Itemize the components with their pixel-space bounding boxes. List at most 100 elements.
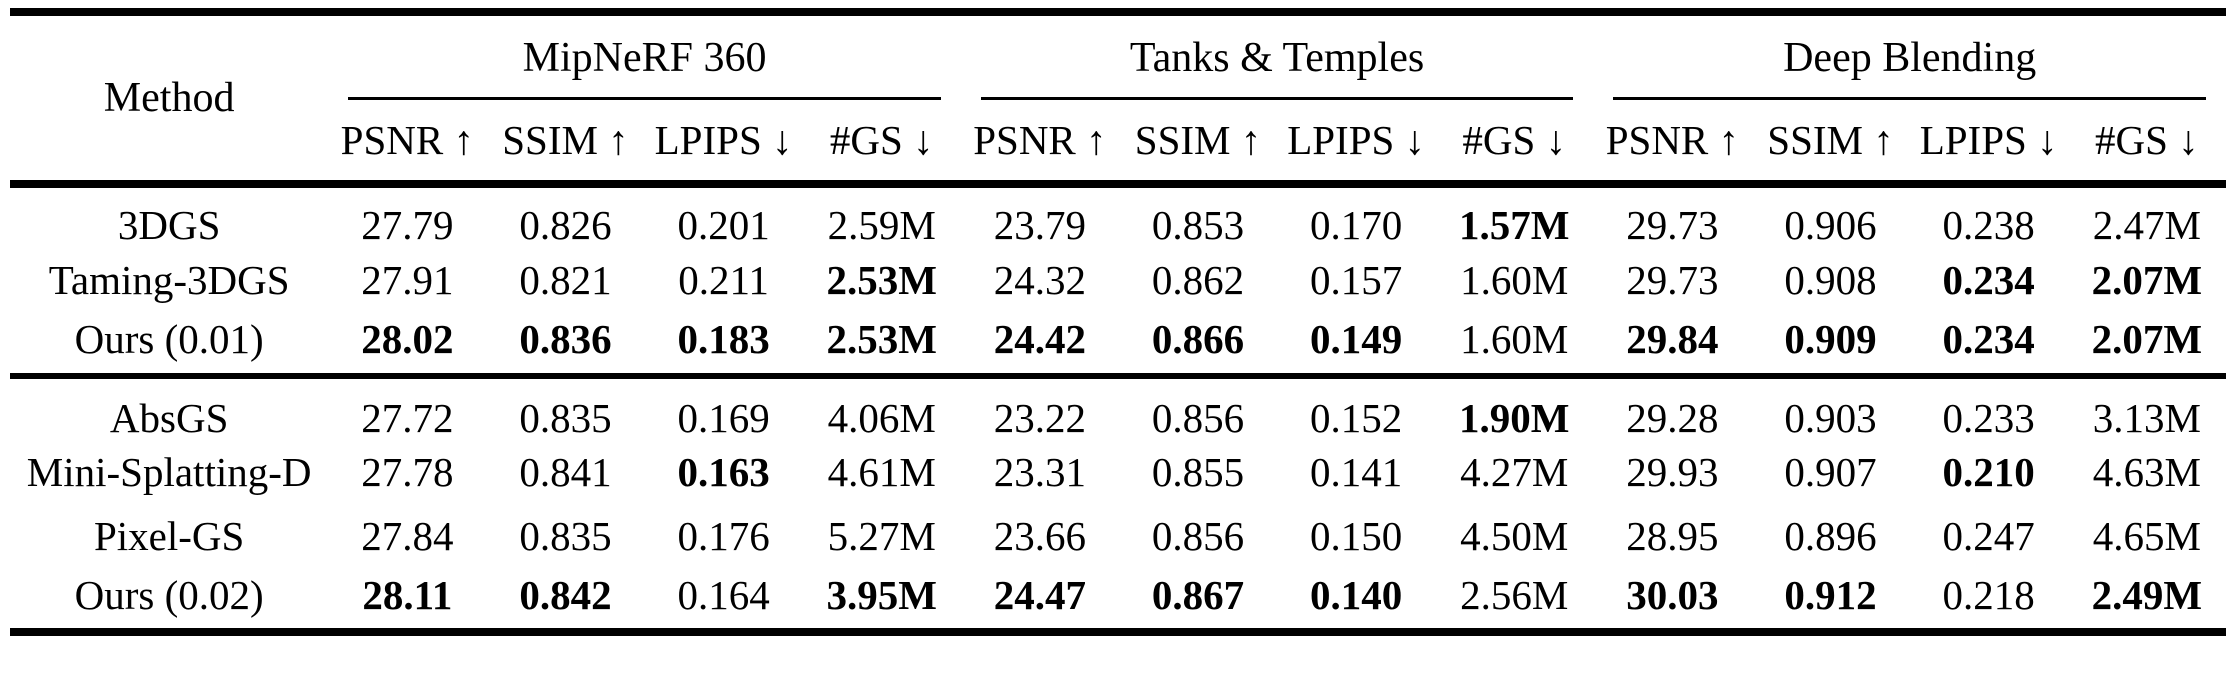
table-row: Pixel-GS 27.84 0.835 0.176 5.27M 23.66 0.856 0.…	[10, 504, 2226, 568]
method-cell: Ours (0.02)	[74, 571, 264, 618]
metric-cell: 27.91	[361, 256, 454, 303]
metric-cell: 23.22	[993, 395, 1086, 441]
metric-cell: 2.59M	[827, 201, 936, 248]
metric-cell: 2.07M	[2091, 316, 2203, 362]
method-cell: Mini-Splatting-D	[26, 448, 312, 495]
metric-cell: 0.150	[1310, 512, 1403, 559]
metric-cell: 2.53M	[826, 316, 937, 362]
metric-cell: 27.78	[361, 448, 454, 495]
metric-cell: 29.93	[1626, 448, 1719, 495]
metric-cell: 27.84	[361, 512, 454, 559]
metric-cell: 24.42	[993, 316, 1086, 362]
metric-cell: 4.27M	[1460, 448, 1569, 495]
metric-cell: 29.73	[1626, 201, 1719, 248]
metric-cell: 0.862	[1151, 256, 1245, 303]
table-row: Ours (0.01) 28.02 0.836 0.183 2.53M 24.42 0.86…	[10, 312, 2226, 376]
group-header-mipnerf-360: MipNeRF 360	[328, 12, 961, 100]
metric-header: #GS ↓	[2067, 100, 2226, 188]
metric-cell: 0.866	[1151, 316, 1245, 362]
metric-cell: 0.912	[1784, 571, 1877, 618]
metric-cell: 4.63M	[2092, 448, 2201, 495]
metric-header: #GS ↓	[802, 100, 961, 188]
metric-cell: 2.53M	[826, 256, 937, 303]
metric-header: LPIPS ↓	[1909, 100, 2068, 188]
metric-cell: 4.06M	[827, 395, 936, 441]
metric-cell: 0.856	[1151, 512, 1245, 559]
metric-cell: 4.61M	[827, 448, 936, 495]
metric-cell: 0.836	[519, 316, 612, 362]
metric-cell: 0.821	[519, 256, 612, 303]
method-cell: Ours (0.01)	[74, 316, 264, 362]
metric-cell: 2.47M	[2092, 201, 2201, 248]
metric-cell: 4.65M	[2092, 512, 2201, 559]
method-cell: Pixel-GS	[93, 512, 245, 559]
metric-cell: 23.31	[993, 448, 1086, 495]
metric-cell: 0.238	[1942, 201, 2035, 248]
metric-cell: 0.826	[519, 201, 612, 248]
metric-cell: 0.842	[519, 571, 612, 618]
metric-header: PSNR ↑	[960, 100, 1119, 188]
metric-cell: 0.856	[1151, 395, 1245, 441]
metric-cell: 1.57M	[1459, 201, 1570, 248]
metric-cell: 24.32	[993, 256, 1086, 303]
metric-cell: 0.149	[1310, 316, 1403, 362]
metric-cell: 0.201	[677, 201, 770, 248]
metric-cell: 23.79	[993, 201, 1086, 248]
metric-header-row: PSNR ↑ SSIM ↑ LPIPS ↓ #GS ↓ PSNR ↑ SSIM ↑ LPIP…	[10, 100, 2226, 188]
table-row: Taming-3DGS 27.91 0.821 0.211 2.53M 24.32 0.86…	[10, 248, 2226, 312]
metric-header: LPIPS ↓	[644, 100, 803, 188]
metric-header: SSIM ↑	[486, 100, 645, 188]
metric-cell: 2.49M	[2091, 571, 2203, 618]
metric-cell: 2.07M	[2091, 256, 2203, 303]
metric-cell: 0.183	[677, 316, 770, 362]
metric-cell: 27.72	[361, 395, 454, 441]
metric-cell: 0.908	[1784, 256, 1877, 303]
metric-header: SSIM ↑	[1751, 100, 1910, 188]
method-column-header: Method	[10, 12, 329, 188]
metric-cell: 30.03	[1626, 571, 1719, 618]
metric-cell: 0.835	[519, 512, 612, 559]
metric-cell: 27.79	[361, 201, 454, 248]
group-header-tanks-and-temples: Tanks & Temples	[961, 12, 1594, 100]
group-header-deep-blending: Deep Blending	[1593, 12, 2226, 100]
metric-header: SSIM ↑	[1118, 100, 1278, 188]
metric-cell: 1.90M	[1459, 395, 1570, 441]
metric-cell: 3.13M	[2092, 395, 2201, 441]
metric-cell: 0.234	[1942, 256, 2035, 303]
table-section-top: 3DGS 27.79 0.826 0.201 2.59M 23.79 0.853 0.170 1…	[10, 184, 2226, 376]
table-row: Mini-Splatting-D 27.78 0.841 0.163 4.61M 23.3…	[10, 440, 2226, 504]
metric-header: #GS ↓	[1435, 100, 1594, 188]
metric-cell: 3.95M	[826, 571, 937, 618]
metric-cell: 0.164	[677, 571, 770, 618]
metric-cell: 28.11	[362, 571, 453, 618]
metric-cell: 0.247	[1942, 512, 2035, 559]
method-cell: Taming-3DGS	[48, 256, 290, 303]
metric-cell: 0.234	[1942, 316, 2035, 362]
method-cell: 3DGS	[117, 201, 221, 248]
metric-cell: 23.66	[993, 512, 1086, 559]
metric-cell: 0.141	[1310, 448, 1403, 495]
table-header: Method MipNeRF 360 Tanks & Temples Deep …	[10, 12, 2226, 188]
metric-cell: 29.73	[1626, 256, 1719, 303]
metric-header: PSNR ↑	[328, 100, 487, 188]
metric-cell: 0.176	[677, 512, 770, 559]
metric-cell: 0.841	[519, 448, 612, 495]
metric-cell: 0.853	[1151, 201, 1245, 248]
metric-cell: 0.907	[1784, 448, 1877, 495]
metric-cell: 1.60M	[1460, 316, 1569, 362]
metric-cell: 29.84	[1626, 316, 1719, 362]
metric-cell: 29.28	[1626, 395, 1719, 441]
metric-cell: 0.855	[1151, 448, 1245, 495]
metric-cell: 0.896	[1784, 512, 1877, 559]
metric-cell: 24.47	[993, 571, 1086, 618]
group-header-row: Method MipNeRF 360 Tanks & Temples Deep …	[10, 12, 2226, 188]
metric-cell: 0.170	[1310, 201, 1403, 248]
metric-cell: 0.211	[678, 256, 769, 303]
table-row: AbsGS 27.72 0.835 0.169 4.06M 23.22 0.856 0.152…	[10, 376, 2226, 440]
metric-cell: 1.60M	[1460, 256, 1569, 303]
metric-cell: 0.233	[1942, 395, 2035, 441]
metric-cell: 0.140	[1310, 571, 1403, 618]
metric-cell: 2.56M	[1460, 571, 1569, 618]
metric-cell: 0.163	[677, 448, 770, 495]
